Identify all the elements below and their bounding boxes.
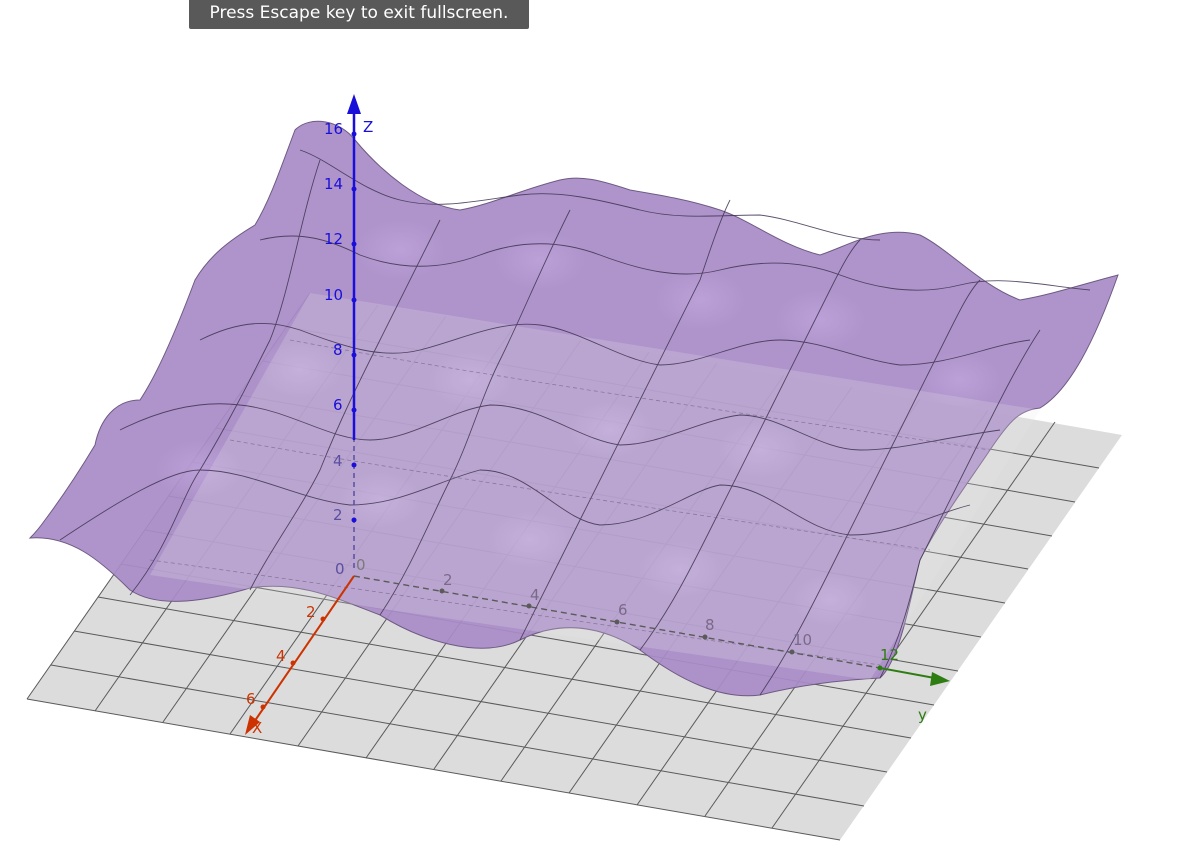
x-axis	[251, 575, 355, 726]
origin-label: 0	[356, 556, 366, 574]
y-tick-label: 10	[793, 631, 812, 649]
y-axis	[879, 667, 941, 680]
y-tick-mark	[614, 619, 620, 625]
z-tick-label: 16	[324, 120, 343, 138]
z-tick-mark	[351, 407, 357, 413]
z-tick-label: 6	[333, 396, 343, 414]
x-tick-mark	[260, 704, 266, 710]
y-tick-label: 6	[618, 601, 628, 619]
y-axis-arrow	[930, 672, 950, 686]
x-tick-label: 6	[246, 690, 256, 708]
y-axis-ticks	[439, 588, 883, 671]
y-tick-mark	[702, 634, 708, 640]
z-tick-mark	[351, 131, 357, 137]
surface-mesh-hidden	[149, 339, 991, 666]
surface-function-graph[interactable]	[28, 120, 1119, 697]
y-tick-mark	[526, 603, 532, 609]
y-tick-mark	[877, 665, 883, 671]
x-axis-arrow	[245, 715, 260, 735]
fullscreen-notification: Press Escape key to exit fullscreen.	[189, 0, 529, 29]
z-tick-mark	[351, 297, 357, 303]
x-tick-label: 4	[276, 647, 286, 665]
y-tick-label: 4	[530, 586, 540, 604]
z-axis-label: z	[363, 118, 373, 136]
x-axis-label: x	[252, 719, 262, 737]
z-tick-mark	[351, 462, 357, 468]
y-tick-mark	[439, 588, 445, 594]
x-axis-ticks	[260, 616, 326, 710]
y-tick-label: 8	[705, 616, 715, 634]
y-tick-label: 2	[443, 571, 453, 589]
z-axis-arrow	[347, 94, 361, 114]
z-tick-label: 2	[333, 506, 343, 524]
surface-mesh	[59, 149, 1091, 696]
z-tick-label: 4	[333, 452, 343, 470]
z-tick-label: 8	[333, 341, 343, 359]
y-tick-label: 12	[880, 646, 899, 664]
y-tick-mark	[789, 649, 795, 655]
z-tick-label: 14	[324, 175, 343, 193]
y-axis-label: y	[918, 706, 927, 724]
z-tick-label: 10	[324, 286, 343, 304]
x-tick-mark	[320, 616, 326, 622]
z-tick-label: 12	[324, 230, 343, 248]
x-tick-mark	[290, 660, 296, 666]
plane-through-surface	[150, 293, 1040, 680]
z-tick-mark	[351, 241, 357, 247]
z-tick-mark	[351, 352, 357, 358]
z-axis-ticks	[351, 131, 357, 523]
z-tick-mark	[351, 517, 357, 523]
z-tick-mark	[351, 186, 357, 192]
x-tick-label: 2	[306, 603, 316, 621]
z-origin-label: 0	[335, 560, 345, 578]
